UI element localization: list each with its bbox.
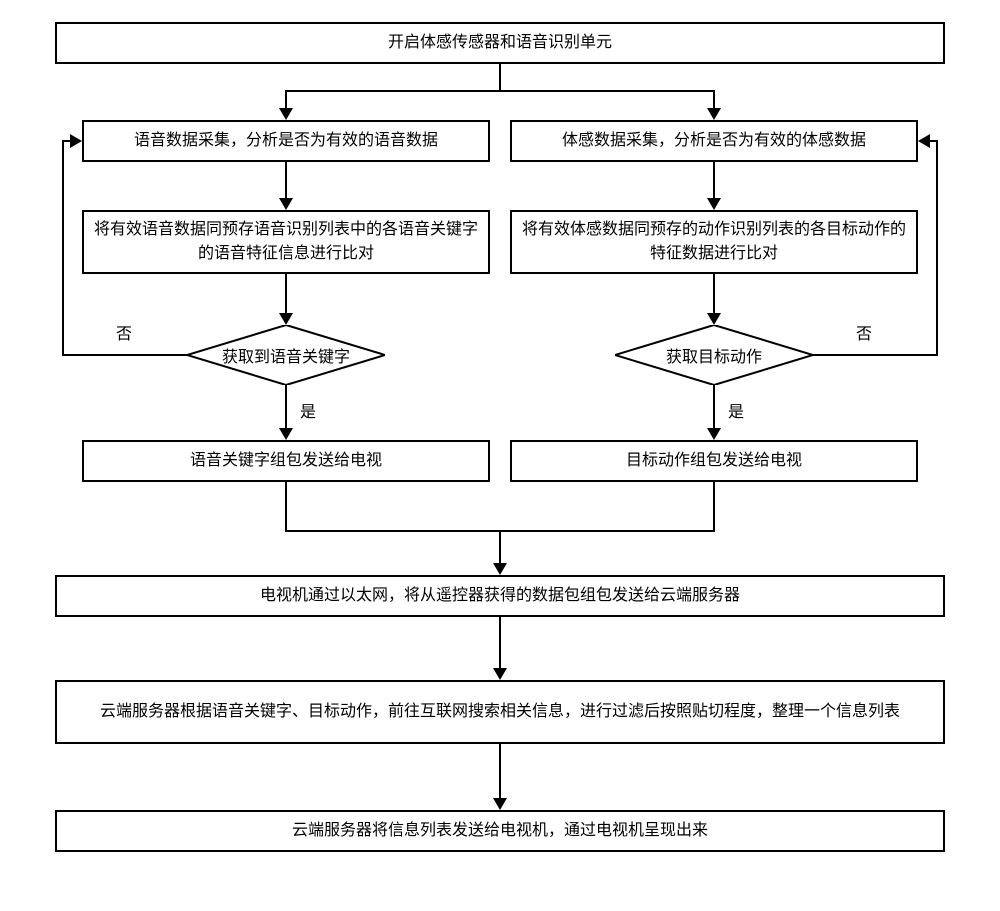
edge-label-yes: 是: [728, 398, 744, 422]
arrowhead-icon: [707, 198, 721, 210]
arrowhead-icon: [279, 428, 293, 440]
node-start-label: 开启体感传感器和语音识别单元: [388, 31, 612, 55]
arrowhead-icon: [493, 798, 507, 810]
arrowhead-icon: [493, 563, 507, 575]
edge: [285, 90, 715, 92]
arrowhead-icon: [918, 134, 930, 148]
edge: [285, 90, 287, 108]
edge: [285, 482, 287, 530]
edge: [813, 354, 938, 356]
edge: [713, 162, 715, 198]
edge: [713, 385, 715, 428]
edge: [936, 141, 938, 356]
edge: [499, 530, 501, 563]
node-tv-ethernet-label: 电视机通过以太网，将从遥控器获得的数据包组包发送给云端服务器: [260, 584, 740, 608]
arrowhead-icon: [493, 668, 507, 680]
edge: [499, 744, 501, 798]
node-motion-send-label: 目标动作组包发送给电视: [626, 449, 802, 473]
node-cloud-return-label: 云端服务器将信息列表发送给电视机，通过电视机呈现出来: [292, 819, 708, 843]
arrowhead-icon: [707, 428, 721, 440]
edge: [62, 141, 64, 356]
edge: [285, 274, 287, 313]
decision-motion-target: 获取目标动作: [615, 325, 813, 385]
arrowhead-icon: [279, 198, 293, 210]
node-voice-compare-label: 将有效语音数据同预存语音识别列表中的各语音关键字的语音特征信息进行比对: [94, 218, 478, 266]
arrowhead-icon: [707, 313, 721, 325]
node-cloud-search-label: 云端服务器根据语音关键字、目标动作，前往互联网搜索相关信息，进行过滤后按照贴切程…: [100, 700, 900, 724]
node-voice-compare: 将有效语音数据同预存语音识别列表中的各语音关键字的语音特征信息进行比对: [82, 210, 490, 274]
edge: [713, 482, 715, 530]
arrowhead-icon: [707, 108, 721, 120]
node-motion-capture: 体感数据采集，分析是否为有效的体感数据: [510, 120, 918, 162]
decision-voice-keyword: 获取到语音关键字: [187, 325, 385, 385]
node-motion-compare: 将有效体感数据同预存的动作识别列表的各目标动作的特征数据进行比对: [510, 210, 918, 274]
edge-label-no: 否: [856, 320, 872, 344]
edge: [285, 162, 287, 198]
edge: [62, 354, 187, 356]
node-start: 开启体感传感器和语音识别单元: [55, 22, 945, 64]
node-voice-capture-label: 语音数据采集，分析是否为有效的语音数据: [134, 129, 438, 153]
edge: [62, 140, 70, 142]
node-motion-send: 目标动作组包发送给电视: [510, 440, 918, 482]
node-cloud-return: 云端服务器将信息列表发送给电视机，通过电视机呈现出来: [55, 810, 945, 852]
node-motion-capture-label: 体感数据采集，分析是否为有效的体感数据: [562, 129, 866, 153]
edge: [285, 385, 287, 428]
edge: [930, 140, 938, 142]
arrowhead-icon: [70, 134, 82, 148]
arrowhead-icon: [279, 313, 293, 325]
edge-label-no: 否: [116, 320, 132, 344]
decision-voice-keyword-label: 获取到语音关键字: [222, 343, 350, 367]
node-voice-capture: 语音数据采集，分析是否为有效的语音数据: [82, 120, 490, 162]
edge: [499, 64, 501, 90]
edge: [499, 617, 501, 668]
edge: [713, 90, 715, 108]
node-voice-send-label: 语音关键字组包发送给电视: [190, 449, 382, 473]
edge: [713, 274, 715, 313]
node-cloud-search: 云端服务器根据语音关键字、目标动作，前往互联网搜索相关信息，进行过滤后按照贴切程…: [55, 680, 945, 744]
edge-label-yes: 是: [300, 398, 316, 422]
decision-motion-target-label: 获取目标动作: [666, 343, 762, 367]
arrowhead-icon: [279, 108, 293, 120]
node-tv-ethernet: 电视机通过以太网，将从遥控器获得的数据包组包发送给云端服务器: [55, 575, 945, 617]
node-motion-compare-label: 将有效体感数据同预存的动作识别列表的各目标动作的特征数据进行比对: [522, 218, 906, 266]
node-voice-send: 语音关键字组包发送给电视: [82, 440, 490, 482]
